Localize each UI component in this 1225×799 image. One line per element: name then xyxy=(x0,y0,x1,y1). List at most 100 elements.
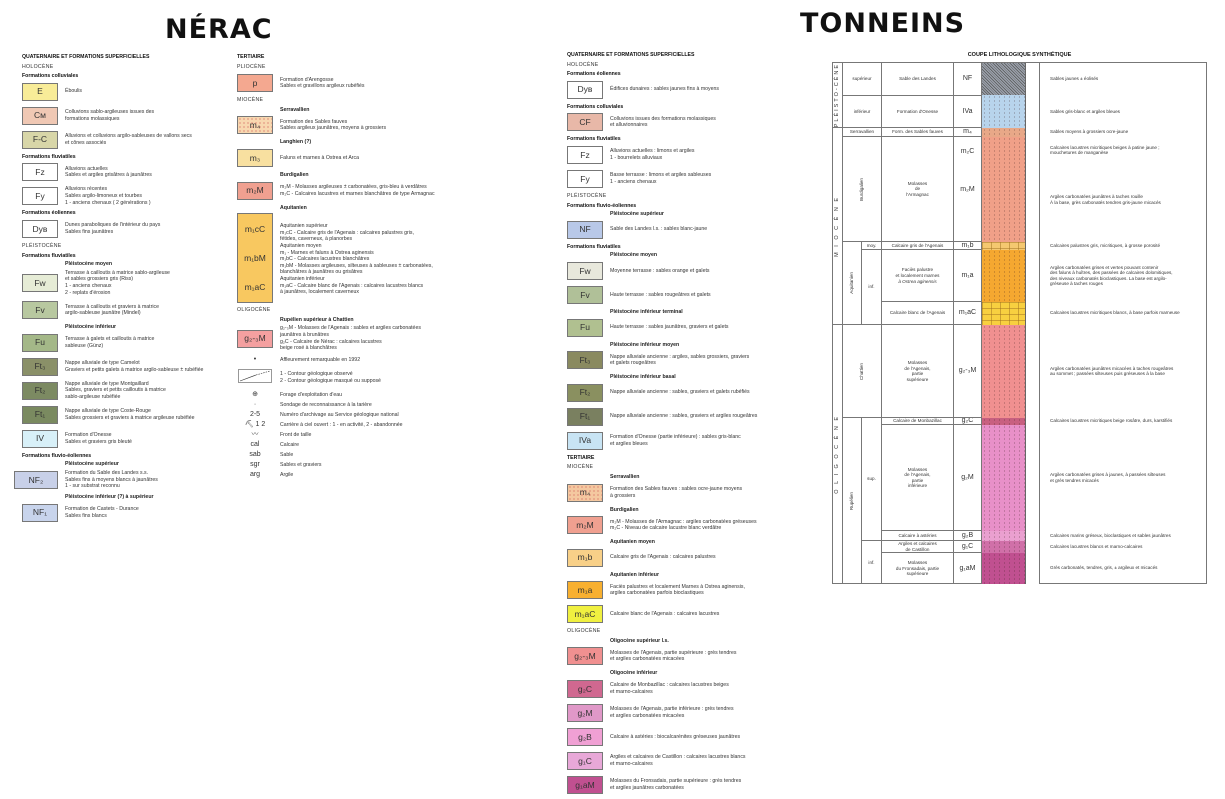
nerac-title: NÉRAC xyxy=(165,14,273,45)
swatch-code: NF xyxy=(579,224,591,235)
description-line: 1 - Contour géologique observé xyxy=(280,371,353,378)
era-pleistocene-label: PLÉISTO-CÈNE xyxy=(833,63,840,128)
description-line: Sables et graviers gris bleuté xyxy=(65,438,132,445)
description-line: 1 - anciens chenaux xyxy=(65,282,112,289)
description-line: Sables argileux jaunâtres, moyens à gros… xyxy=(280,125,387,132)
lithology-cell xyxy=(981,136,1040,242)
legend-heading: Formations éoliennes xyxy=(567,71,621,78)
map-symbol-icon: sab xyxy=(249,450,261,458)
formation-swatch: m₁aC xyxy=(567,605,603,624)
description-line: Sables argilo-limoneux et tourbes xyxy=(65,193,142,200)
entry-description: Molasses de l'Agenais, partie inférieure… xyxy=(610,706,734,719)
entry-description: Calcaire gris de l'Agenais : calcaires p… xyxy=(610,554,716,561)
lithology-pattern xyxy=(982,95,1026,128)
legend-heading: OLIGOCÈNE xyxy=(237,307,271,314)
description-line: Nappe alluviale de type Montgaillard xyxy=(65,380,149,387)
map-symbol-icon: ⊕ xyxy=(252,390,258,398)
formation-name: Sable des Landes xyxy=(881,62,954,96)
substage: inf. xyxy=(861,249,882,326)
description-line: m₂M - Molasses argileuses ± carbonatées,… xyxy=(280,183,427,190)
entry-description: Alluvions actuelles : limons et argiles 1… xyxy=(610,148,694,161)
lithology-pattern xyxy=(982,127,1026,137)
swatch-code: Fy xyxy=(580,173,590,184)
era-oligocene-label: O L I G O C È N E xyxy=(833,414,840,494)
desc-line: Argiles carbonatées jaunâtres à taches r… xyxy=(1050,193,1143,199)
description-line: Carrière à ciel ouvert : 1 - en activité… xyxy=(280,421,403,428)
legend-entry: g₁C Argiles et calcaires de Castillon : c… xyxy=(567,751,792,771)
entry-description: Aquitanien supérieur m₁cC - Calcaire gris… xyxy=(280,223,433,296)
description-line: Molasses de l'Agenais, partie supérieure… xyxy=(610,649,737,656)
formation-swatch: m₁cC m₁bM m₁aC xyxy=(237,213,273,304)
formation-line: Molasses xyxy=(907,360,928,366)
formation-line: supérieure xyxy=(906,376,929,382)
formation-line: Form. des Sables fauves xyxy=(892,129,943,135)
map-symbol-icon: ⛏ 1 2 xyxy=(244,420,266,428)
map-symbol-icon: arg xyxy=(249,470,261,478)
formation-swatch: g₁C xyxy=(567,752,603,771)
formation-swatch: Fy xyxy=(567,169,603,188)
description-line: Formation des Sables fauves : sables ocr… xyxy=(610,485,743,492)
description-line: Terrasse à galets et cailloutis à matric… xyxy=(65,336,155,343)
symbol-entry: sab Sable xyxy=(237,451,462,460)
swatch-code: IVa xyxy=(578,435,592,446)
column-row: Molasses du Fronsadais, partie supérieure g… xyxy=(833,552,1207,585)
formation-name: Formation d'Onesse xyxy=(881,94,954,129)
entry-description: Sable xyxy=(280,452,293,459)
substage: inférieur xyxy=(842,94,882,129)
description-line: Sables et argiles grisâtres à jaunâtres xyxy=(65,172,152,179)
description-line: beige rosé à blanchâtres xyxy=(280,345,337,352)
description-line: m₂C - Calcaires lacustres et marnes blan… xyxy=(280,190,435,197)
description-line: 1 - anciens chenaux ( 2 générations ) xyxy=(65,199,151,206)
entry-description: Molasses de l'Agenais, partie supérieure… xyxy=(610,650,736,663)
legend-subheading: Oligocène inférieur xyxy=(610,670,658,677)
description-line: fétides, caverneux, à planorbes xyxy=(280,236,353,243)
description-line: argiles carbonatées parfois bioclastique… xyxy=(610,590,704,597)
notation-code: NF xyxy=(962,75,973,83)
formation-line: supérieure xyxy=(906,571,929,577)
lithology-pattern xyxy=(982,301,1026,325)
entry-description: Terrasse à galets et cailloutis à matric… xyxy=(65,336,154,349)
formation-swatch: g₂C xyxy=(567,680,603,699)
desc-line: Calcaires lacustres micritiques beige ro… xyxy=(1050,418,1173,424)
legend-entry: m₂M m₂M - Molasses argileuses ± carbonaté… xyxy=(237,181,462,201)
description-line: Nappe alluviale ancienne : sables, gravi… xyxy=(610,413,758,420)
notation-code: IVa xyxy=(962,107,973,115)
legend-entry: Ft₃ Nappe alluviale de type Camelot Gravie… xyxy=(22,357,227,377)
legend-subheading: Aquitanien inférieur xyxy=(610,571,659,578)
column-row: inf. Faciès palustre et localement marnes à… xyxy=(833,249,1207,326)
formation-swatch: NF₂ xyxy=(14,470,58,489)
notation: m₁a xyxy=(953,249,982,303)
swatch-code: Ft₂ xyxy=(579,387,591,398)
entry-description: Calcaire de Monbazillac : calcaires lacu… xyxy=(610,682,729,695)
entry-description: Nappe alluviale ancienne : sables, gravi… xyxy=(610,389,750,396)
formation-swatch: CF xyxy=(567,113,603,132)
formation-line: Formation d'Onesse xyxy=(896,108,939,114)
swatch-code: m₄ xyxy=(579,487,591,498)
description-line: formations molassiques xyxy=(65,115,120,122)
description-line: Terrasse à cailloutis à matrice sablo-ar… xyxy=(65,269,170,276)
description-line: Nappe alluviale de type Camelot xyxy=(65,360,140,367)
legend-entry: g₂M Molasses de l'Agenais, partie inférie… xyxy=(567,703,792,723)
formation-line: et localement marnes xyxy=(895,272,940,278)
lithology-description: Calcaires lacustres blancs et marno-calc… xyxy=(1039,540,1207,553)
notation-code: g₁C xyxy=(961,543,974,551)
notation: IVa xyxy=(953,94,982,129)
formation-swatch: m₂M xyxy=(567,516,603,535)
swatch-code: g₂C xyxy=(577,683,593,694)
legend-entry: m₁aC Calcaire blanc de l'Agenais : calcai… xyxy=(567,604,792,624)
symbol-entry: arg Argile xyxy=(237,471,462,480)
formation-swatch: Fz xyxy=(22,163,58,182)
swatch-code: IV xyxy=(35,433,45,444)
formation-swatch: Fv xyxy=(22,301,58,320)
column-row: Aquitanien moy. Calcaire gris de l'Agenais… xyxy=(833,241,1207,326)
legend-subheading: Oligocène supérieur l.s. xyxy=(610,637,669,644)
legend-heading: TERTIAIRE xyxy=(567,454,595,461)
swatch-code: F-C xyxy=(32,134,48,145)
desc-line: des niveaux carbonatés bioclastiques. La… xyxy=(1050,275,1167,281)
lithology-cell xyxy=(981,62,1040,96)
entry-description: Nappe alluviale de type Coste-Rouge Sable… xyxy=(65,408,194,421)
legend-entry: m₁b Calcaire gris de l'Agenais : calcaire… xyxy=(567,548,792,568)
entry-description: Formation du Sable des Landes s.s. Sables… xyxy=(65,470,158,490)
swatch-code: m₁aC xyxy=(244,282,266,293)
stage-rupelien-label: Rupélien xyxy=(849,491,855,510)
